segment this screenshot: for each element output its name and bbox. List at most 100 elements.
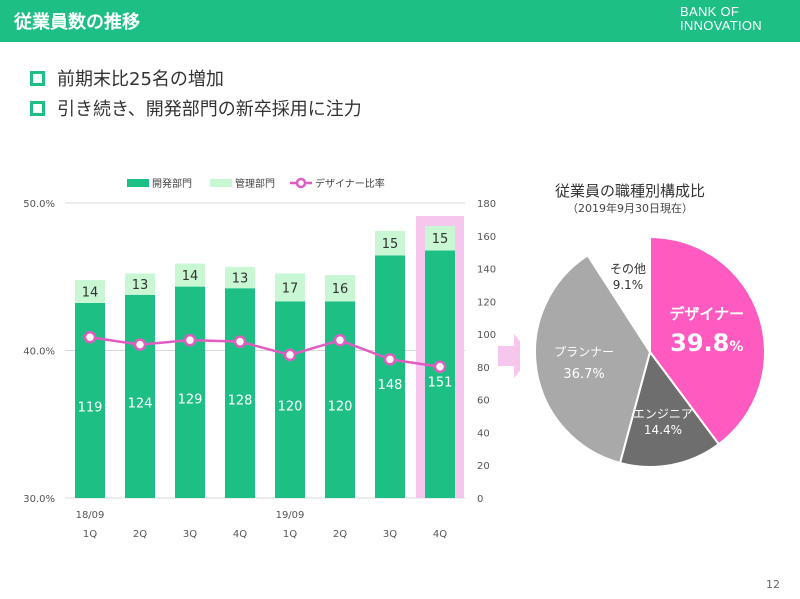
pie-value-designer: 39.8%: [670, 329, 743, 357]
pie-value-other: 9.1%: [613, 278, 644, 292]
designer-ratio-point: [433, 360, 447, 373]
company-logo: BANK OF INNOVATION: [680, 5, 790, 33]
pie-value-unit: %: [729, 339, 743, 355]
bullet-list: 前期末比25名の増加 引き続き、開発部門の新卒採用に注力: [30, 63, 362, 123]
bar-dev: [425, 250, 455, 498]
x-tick-label: 3Q: [183, 529, 197, 540]
designer-ratio-line: [89, 335, 441, 368]
y-left-tick-label: 30.0%: [23, 494, 55, 505]
page-number: 12: [766, 578, 780, 591]
bullet-text: 引き続き、開発部門の新卒採用に注力: [57, 99, 362, 120]
y-right-tick-label: 180: [477, 199, 496, 210]
x-period-label: 18/09: [76, 510, 105, 521]
pie-slice: [649, 235, 766, 446]
bar-dev-label: 128: [228, 393, 253, 408]
bar-mgmt-label: 13: [132, 278, 149, 293]
bar-mgmt: [325, 275, 355, 302]
chart-legend: 開発部門 管理部門 デザイナー比率: [127, 177, 385, 190]
bullet-item: 前期末比25名の増加: [30, 63, 362, 93]
pie-value-number: 39.8: [670, 329, 729, 357]
y-right-tick-label: 40: [477, 428, 490, 439]
designer-ratio-point: [333, 333, 347, 347]
bar-mgmt: [225, 266, 255, 289]
employee-count-chart: 開発部門 管理部門 デザイナー比率 30.0% 40.0% 50.0% 0 20 40 60 80 1…: [23, 177, 520, 540]
bar-mgmt-label: 14: [182, 269, 199, 284]
bar-dev-label: 148: [378, 378, 403, 393]
bar-dev-label: 119: [78, 400, 103, 415]
y-right-tick-label: 0: [477, 494, 483, 505]
legend-swatch: [210, 179, 232, 187]
x-tick-label: 1Q: [283, 529, 297, 540]
bar-mgmt-label: 15: [382, 237, 399, 252]
designer-ratio-point: [83, 330, 97, 344]
bar-mgmt: [425, 225, 455, 251]
bar-dev-label: 129: [178, 393, 203, 408]
pie-slice: [618, 349, 721, 468]
y-right-tick-label: 20: [477, 461, 490, 472]
bar-mgmt-label: 13: [232, 272, 249, 287]
pie-slice: [534, 253, 652, 465]
x-tick-label: 4Q: [433, 529, 447, 540]
bar-mgmt-label: 15: [432, 232, 449, 247]
logo-line-1: BANK OF: [680, 4, 740, 19]
y-right-tick-label: 100: [477, 330, 496, 341]
designer-ratio-point: [183, 333, 197, 347]
bar-mgmt-label: 16: [332, 282, 349, 297]
bar-mgmt: [375, 230, 405, 256]
pie-label-other: その他: [610, 262, 646, 276]
pie-subtitle: （2019年9月30日現在）: [567, 202, 693, 215]
pie-label-designer: デザイナー: [669, 305, 744, 323]
page-title: 従業員数の推移: [14, 12, 140, 33]
legend-label: デザイナー比率: [315, 177, 385, 190]
y-right-tick-label: 120: [477, 297, 496, 308]
pie-label-planner: プランナー: [554, 345, 614, 359]
role-composition-pie: デザイナー 39.8% エンジニア 14.4% プランナー 36.7% その他 9.1%: [534, 235, 766, 468]
bar-mgmt-label: 14: [82, 286, 99, 301]
bar-dev-label: 120: [328, 400, 353, 415]
pie-slice: [586, 235, 651, 356]
bar-dev-label: 120: [278, 400, 303, 415]
bar-mgmt: [275, 273, 305, 302]
bar-mgmt-label: 17: [282, 281, 299, 296]
bar-dev: [125, 294, 155, 498]
bar-dev: [275, 301, 305, 498]
bar-dev: [225, 288, 255, 498]
legend-marker: [295, 177, 307, 189]
x-tick-label: 3Q: [383, 529, 397, 540]
bar-dev-label: 151: [428, 376, 453, 391]
designer-ratio-point: [283, 348, 297, 362]
y-right-tick-label: 160: [477, 232, 496, 243]
arrow-right-icon: [498, 334, 520, 378]
y-left-tick-label: 40.0%: [23, 347, 55, 358]
y-right-tick-label: 80: [477, 363, 490, 374]
header-bar: 従業員数の推移 BANK OF INNOVATION: [0, 0, 800, 42]
pie-title: 従業員の職種別構成比: [554, 182, 705, 200]
legend-label: 開発部門: [152, 177, 192, 190]
bar-dev: [375, 255, 405, 498]
y-right-tick-label: 60: [477, 396, 490, 407]
legend-swatch: [127, 179, 149, 187]
x-tick-label: 2Q: [333, 529, 347, 540]
pie-label-engineer: エンジニア: [633, 407, 693, 421]
x-tick-label: 4Q: [233, 529, 247, 540]
bar-mgmt: [175, 263, 205, 287]
square-bullet-icon: [30, 70, 45, 86]
x-tick-label: 2Q: [133, 529, 147, 540]
x-period-label: 19/09: [276, 510, 305, 521]
pie-value-planner: 36.7%: [563, 367, 604, 382]
y-right-tick-label: 140: [477, 265, 496, 276]
designer-ratio-point: [133, 338, 147, 351]
x-tick-label: 1Q: [83, 529, 97, 540]
bar-mgmt: [125, 273, 155, 295]
bar-dev-label: 124: [128, 396, 153, 411]
bar-mgmt: [75, 280, 105, 303]
bar-dev: [175, 286, 205, 498]
designer-ratio-point: [383, 353, 397, 366]
pie-value-engineer: 14.4%: [644, 423, 682, 437]
legend-label: 管理部門: [235, 177, 275, 190]
designer-ratio-point: [233, 335, 247, 348]
bullet-item: 引き続き、開発部門の新卒採用に注力: [30, 93, 362, 123]
bullet-text: 前期末比25名の増加: [57, 69, 224, 90]
logo-line-2: INNOVATION: [680, 18, 762, 33]
y-left-tick-label: 50.0%: [23, 199, 55, 210]
